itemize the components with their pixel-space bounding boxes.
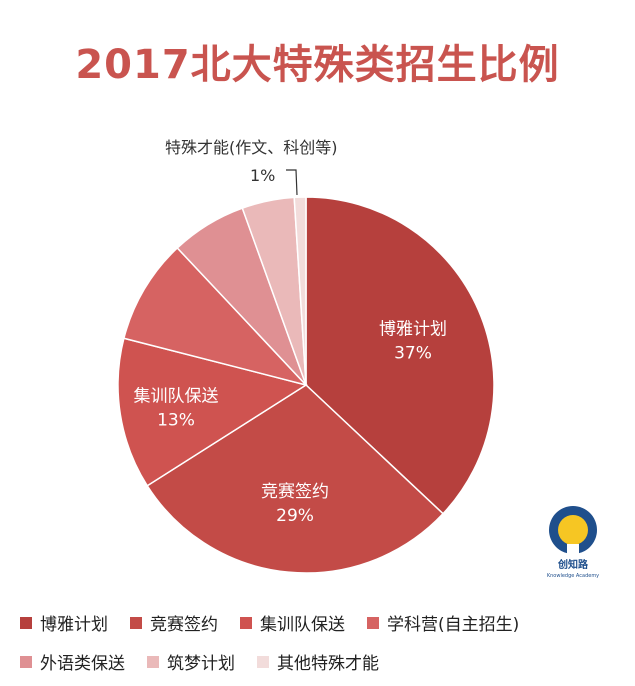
annotation-value: 1% <box>250 166 275 185</box>
legend-swatch <box>147 655 159 668</box>
legend-item: 集训队保送 <box>240 610 345 635</box>
legend-item: 竞赛签约 <box>130 610 218 635</box>
legend-swatch <box>20 655 32 668</box>
annotation-leader-line <box>286 169 298 196</box>
legend-item: 学科营(自主招生) <box>367 610 519 635</box>
slice-value-label: 29% <box>276 506 314 526</box>
slice-label: 博雅计划 <box>379 320 447 340</box>
legend-swatch <box>130 616 142 629</box>
pie-slice <box>305 196 495 515</box>
legend-swatch <box>20 616 32 629</box>
legend-label: 学科营(自主招生) <box>387 615 520 635</box>
slice-value-label: 13% <box>157 411 195 431</box>
legend: 博雅计划 竞赛签约 集训队保送 学科营(自主招生) 外语类保送 筑梦计划 其他特殊才能 <box>20 610 620 674</box>
legend-swatch <box>240 616 252 629</box>
slice-label: 竞赛签约 <box>261 481 329 502</box>
logo-subtext: Knowledge Academy <box>547 573 599 579</box>
legend-item: 其他特殊才能 <box>257 649 379 674</box>
pie-slice <box>117 337 308 487</box>
legend-item: 筑梦计划 <box>147 649 235 674</box>
legend-label: 竞赛签约 <box>150 615 218 635</box>
legend-swatch <box>367 616 379 629</box>
legend-label: 集训队保送 <box>260 615 345 635</box>
slice-label: 集训队保送 <box>134 387 219 407</box>
legend-item: 博雅计划 <box>20 610 108 635</box>
legend-swatch <box>257 655 269 668</box>
slice-value-label: 37% <box>394 344 432 364</box>
chart-title: 2017北大特殊类招生比例 <box>75 42 560 88</box>
pie-slice <box>146 384 445 574</box>
lightbulb-logo: 创知路 Knowledge Academy <box>538 500 608 580</box>
pie-slice <box>122 246 309 387</box>
pie-slice <box>293 196 307 386</box>
legend-item: 外语类保送 <box>20 649 125 674</box>
legend-label: 博雅计划 <box>40 615 108 635</box>
legend-label: 外语类保送 <box>40 654 125 674</box>
legend-label: 其他特殊才能 <box>277 654 379 674</box>
annotation-label: 特殊才能(作文、科创等) <box>165 138 338 157</box>
logo-text: 创知路 <box>557 558 589 571</box>
legend-label: 筑梦计划 <box>167 654 235 674</box>
